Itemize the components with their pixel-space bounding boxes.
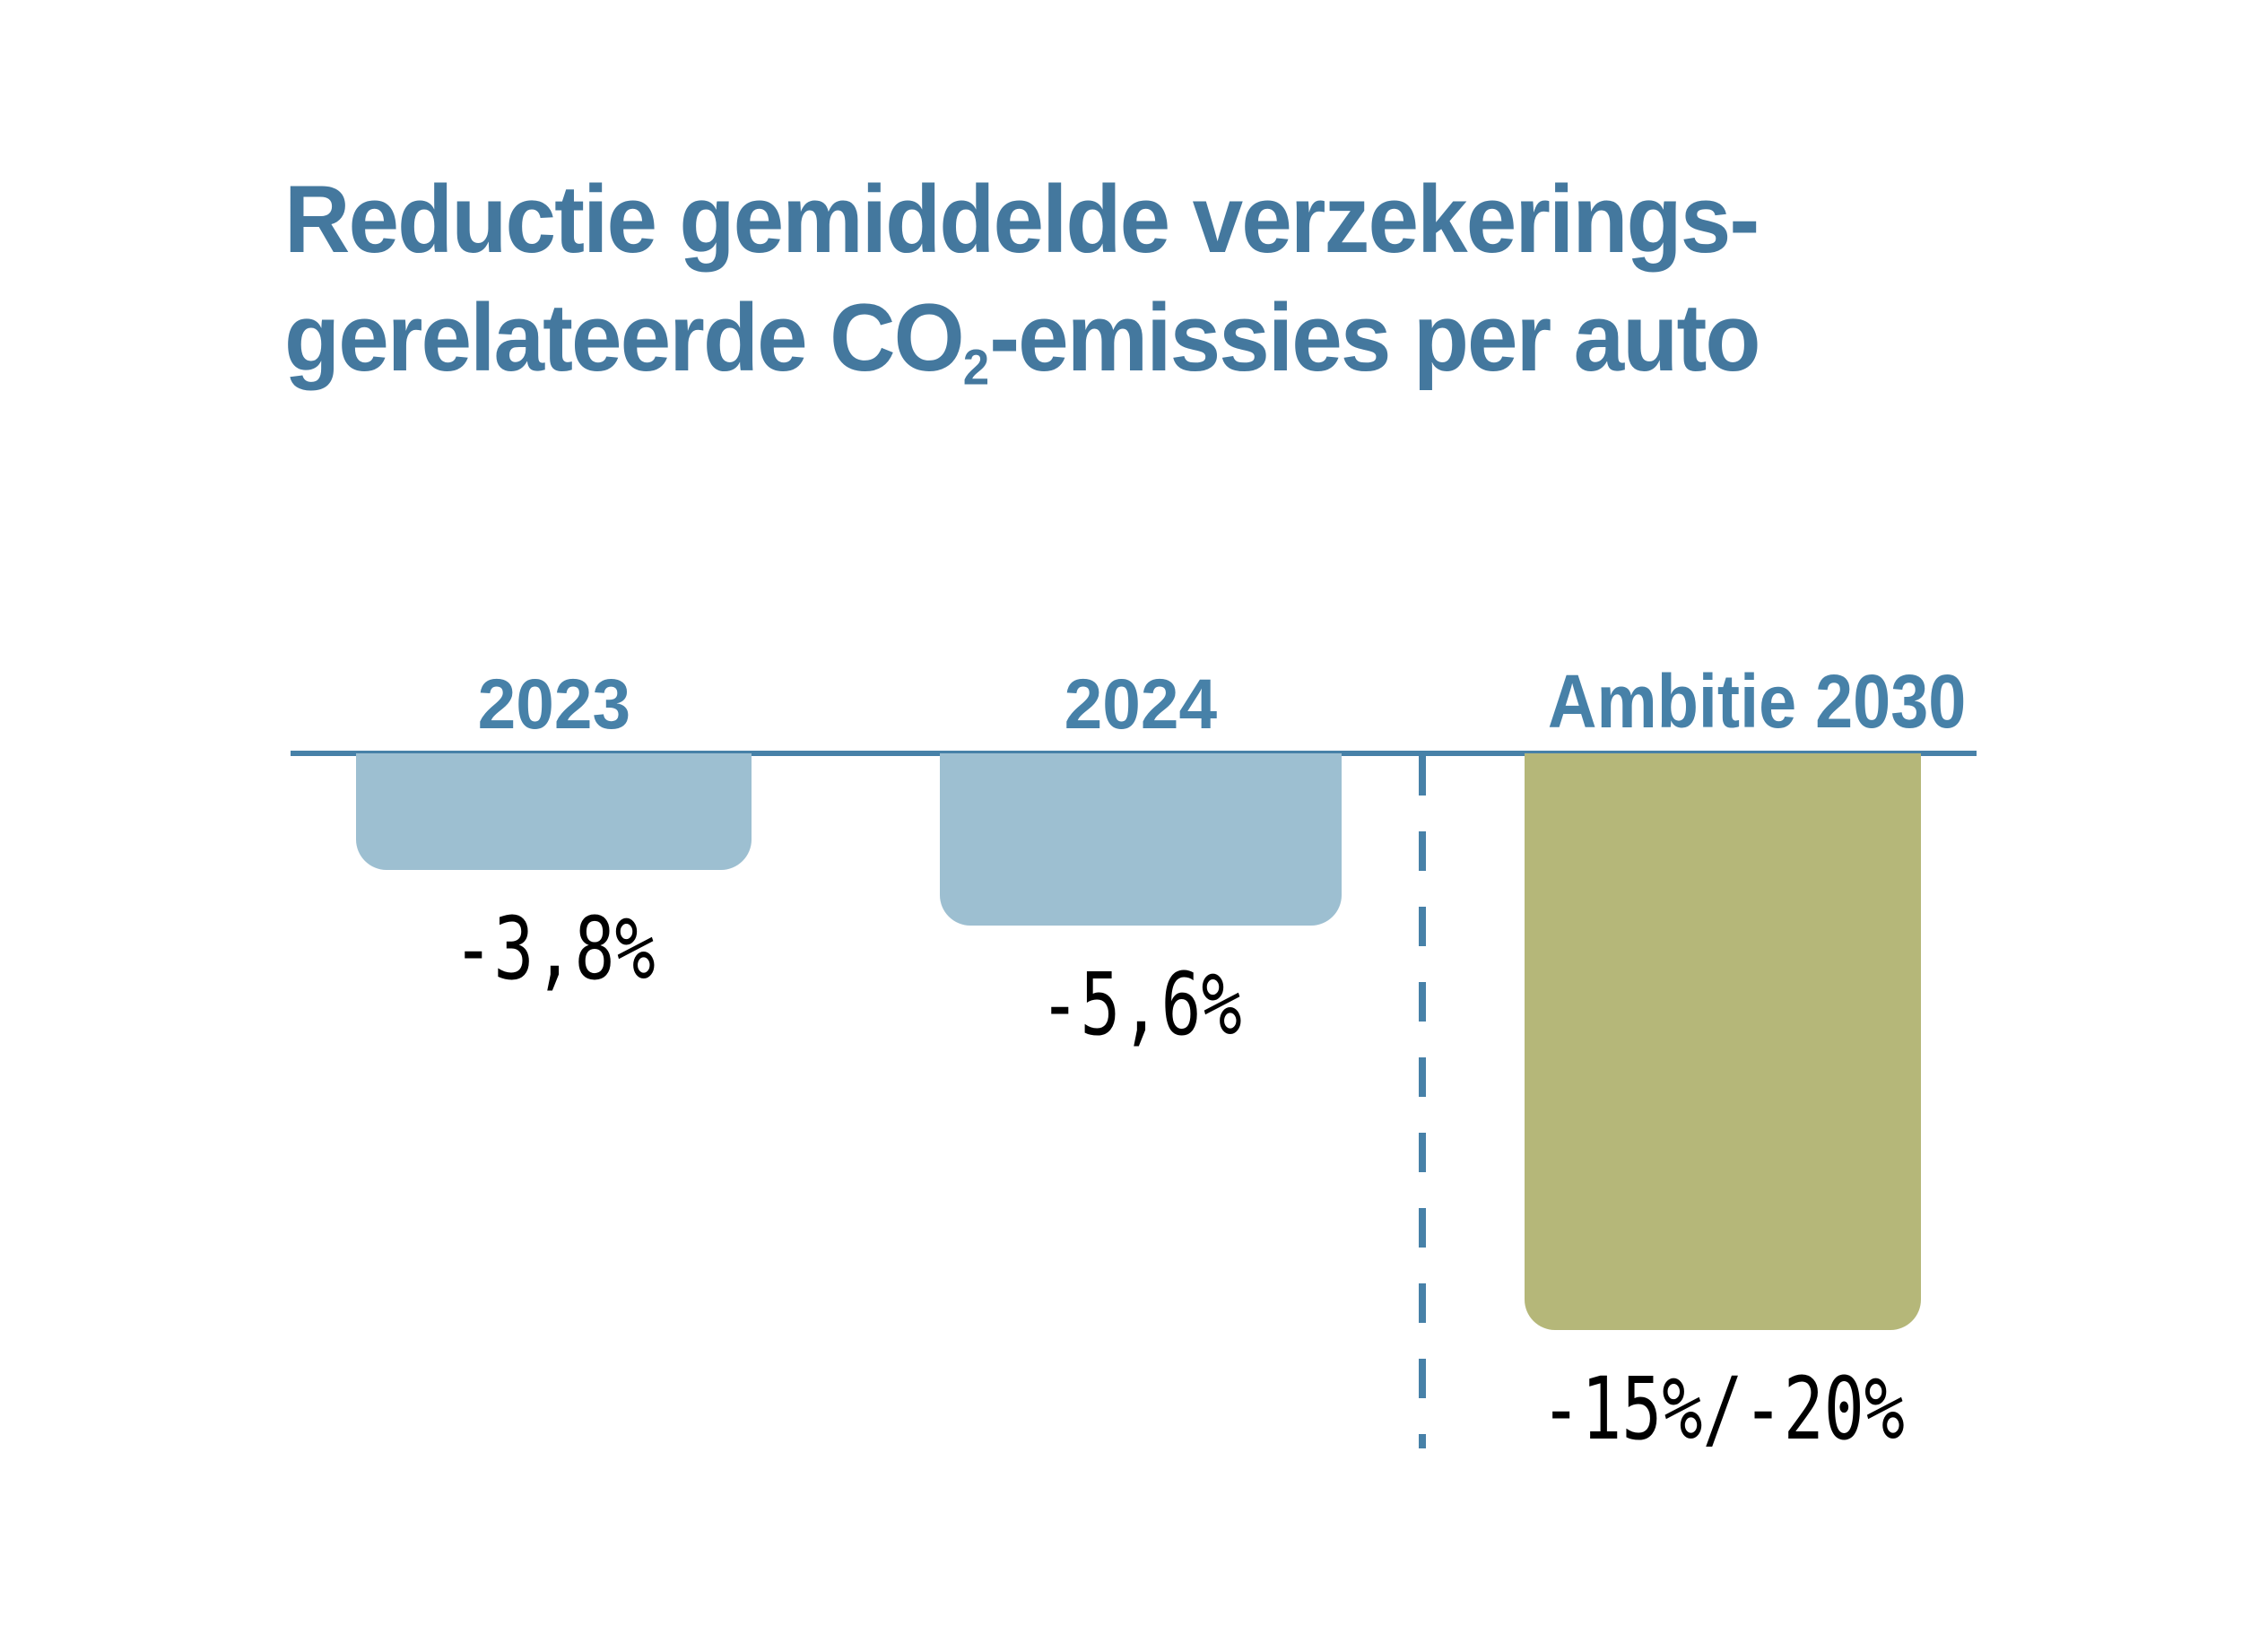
chart-title-line2: gerelateerde CO2-emissies per auto [284, 278, 1761, 427]
category-label-2024: 2024 [1064, 664, 1218, 743]
bar-2023 [356, 753, 752, 870]
co2-subscript: 2 [962, 339, 990, 396]
chart-title-line2-post: -emissies per auto [989, 283, 1760, 391]
chart-title: Reductie gemiddelde verzekerings- gerela… [284, 160, 1837, 427]
category-label-2023: 2023 [477, 664, 630, 743]
target-divider-dashed-line [1419, 756, 1426, 1448]
value-label-2023: -3,8% [452, 899, 656, 999]
bar-2024 [940, 753, 1342, 926]
value-label-ambitie-2030: -15%/-20% [1541, 1359, 1905, 1459]
value-label-2024: -5,6% [1039, 954, 1242, 1055]
category-label-ambitie-2030: Ambitie 2030 [1547, 659, 1967, 743]
chart-title-line1: Reductie gemiddelde verzekerings- [284, 165, 1760, 273]
chart-title-line2-pre: gerelateerde CO [284, 283, 965, 391]
bar-ambitie-2030 [1525, 753, 1921, 1330]
